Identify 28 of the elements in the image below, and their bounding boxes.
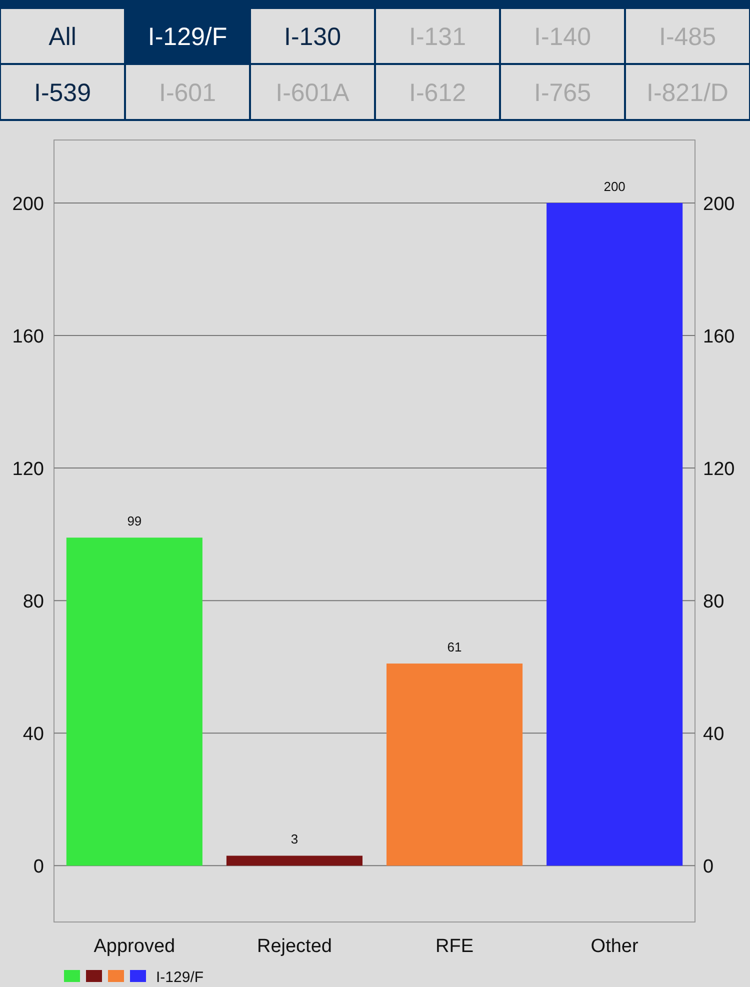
y-tick-label: 40 <box>22 724 44 746</box>
bar <box>66 538 202 866</box>
data-label: 3 <box>290 832 298 847</box>
tab-button: I-129/F <box>124 7 251 65</box>
data-label: 99 <box>127 514 142 529</box>
bar <box>386 664 523 866</box>
tab-button: All <box>0 7 126 65</box>
x-tick-label: Approved <box>94 936 176 957</box>
y2-tick-label: 120 <box>703 459 735 480</box>
y-tick-label: 0 <box>33 856 44 878</box>
data-label: 61 <box>447 640 462 655</box>
y2-tick-label: 200 <box>703 194 735 215</box>
x-tick-label: RFE <box>436 936 474 957</box>
y-tick-label: 80 <box>22 592 44 613</box>
y2-tick-label: 160 <box>703 326 735 348</box>
bar <box>226 856 362 866</box>
x-tick-label: Other <box>590 936 639 957</box>
y2-tick-label: 40 <box>703 724 724 746</box>
x-tick-label: Rejected <box>256 936 332 957</box>
y-tick-label: 120 <box>12 459 44 480</box>
bar <box>546 202 683 866</box>
legend-label: I-129/F <box>156 969 204 986</box>
y-tick-label: 200 <box>12 194 44 215</box>
y-tick-label: 160 <box>12 326 44 348</box>
y2-tick-label: 0 <box>703 856 714 878</box>
tab-button: I-539 <box>0 63 126 121</box>
data-label: 200 <box>604 178 626 194</box>
y2-tick-label: 80 <box>703 592 724 613</box>
